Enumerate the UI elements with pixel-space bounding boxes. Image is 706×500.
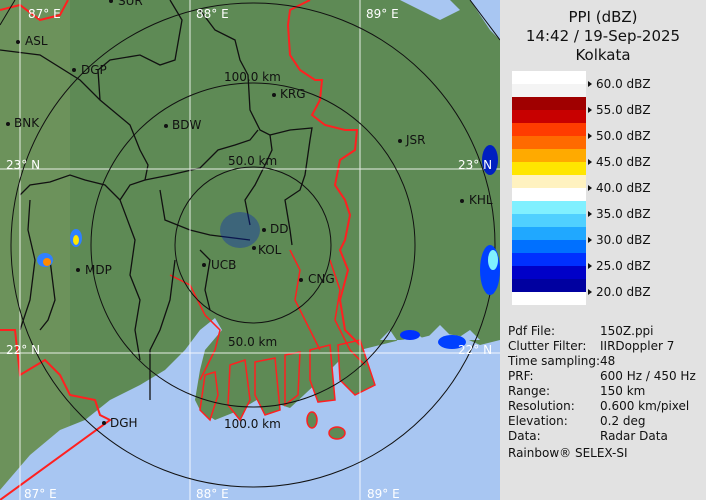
legend-swatch (512, 240, 586, 253)
legend-swatch (512, 149, 586, 162)
legend-swatch (512, 188, 586, 201)
ring-label: 100.0 km (224, 70, 281, 84)
info-value: IIRDoppler 7 (600, 339, 675, 353)
city-label: SUR (118, 0, 143, 8)
info-row: Clutter Filter: IIRDoppler 7 (508, 339, 674, 354)
legend-swatch (512, 266, 586, 279)
info-key: PRF: (508, 369, 534, 383)
legend-swatch (512, 110, 586, 123)
info-row: PRF: 600 Hz / 450 Hz (508, 369, 696, 384)
legend-swatch (512, 214, 586, 227)
radar-echoes (37, 145, 500, 349)
city-label: BDW (172, 118, 201, 132)
info-row: Resolution: 0.600 km/pixel (508, 399, 689, 414)
legend-swatch (512, 292, 586, 305)
info-key: Pdf File: (508, 324, 556, 338)
legend-swatch (512, 227, 586, 240)
info-row: Elevation: 0.2 deg (508, 414, 646, 429)
city-label: BNK (14, 116, 40, 130)
info-value: 600 Hz / 450 Hz (600, 369, 696, 383)
city-label: KHL (469, 193, 493, 207)
ring-label: 100.0 km (224, 417, 281, 431)
legend-swatch (512, 253, 586, 266)
datetime: 14:42 / 19-Sep-2025 (525, 27, 681, 45)
legend-label: 60.0 dBZ (588, 77, 651, 92)
district-boundaries (0, 0, 313, 400)
legend-swatch (512, 162, 586, 175)
ring-label: 50.0 km (228, 154, 277, 168)
legend-label: 20.0 dBZ (588, 285, 651, 300)
info-value: 150Z.ppi (600, 324, 654, 338)
lon-label-top: 87° E (28, 7, 61, 21)
city-label: DD (270, 222, 288, 236)
legend-swatch (512, 97, 586, 110)
info-key: Data: (508, 429, 541, 443)
legend-label: 50.0 dBZ (588, 129, 651, 144)
legend-label: 25.0 dBZ (588, 259, 651, 274)
legend-swatch (512, 279, 586, 292)
info-key: Range: (508, 384, 551, 398)
city-label: UCB (211, 258, 236, 272)
lon-label-bottom: 89° E (367, 487, 400, 500)
legend-swatch (512, 201, 586, 214)
legend-label: 35.0 dBZ (588, 207, 651, 222)
lon-label-top: 88° E (196, 7, 229, 21)
info-key: Elevation: (508, 414, 568, 428)
lon-label-bottom: 88° E (196, 487, 229, 500)
range-rings (0, 0, 500, 488)
legend-label: 40.0 dBZ (588, 181, 651, 196)
lat-label-left: 23° N (6, 158, 40, 172)
lat-label-right: 23° N (458, 158, 492, 172)
credit: Rainbow® SELEX-SI (508, 446, 628, 460)
city-label: DGP (81, 63, 107, 77)
border-line (286, 0, 361, 346)
info-row: Pdf File: 150Z.ppi (508, 324, 654, 339)
lon-label-top: 89° E (366, 7, 399, 21)
info-key: Time sampling: (508, 354, 601, 368)
info-row: Data: Radar Data (508, 429, 668, 444)
city-label: ASL (25, 34, 48, 48)
city-label: KOL (258, 243, 282, 257)
info-panel: PPI (dBZ) 14:42 / 19-Sep-2025 Kolkata 60… (500, 0, 706, 500)
legend-swatch (512, 175, 586, 188)
city-label: MDP (85, 263, 112, 277)
city-label: CNG (308, 272, 335, 286)
legend-label: 55.0 dBZ (588, 103, 651, 118)
city-label: DGH (110, 416, 138, 430)
legend-label: 45.0 dBZ (588, 155, 651, 170)
info-row: Range: 150 km (508, 384, 645, 399)
station-name: Kolkata (575, 46, 631, 64)
lat-lon-grid (0, 0, 500, 500)
lon-label-bottom: 87° E (24, 487, 57, 500)
legend-label: 30.0 dBZ (588, 233, 651, 248)
legend-swatch (512, 71, 586, 84)
info-row: Time sampling:48 (508, 354, 615, 369)
lat-label-right: 22° N (458, 343, 492, 357)
info-value: 150 km (600, 384, 646, 398)
lat-label-left: 22° N (6, 343, 40, 357)
city-label: JSR (405, 133, 426, 147)
legend-swatch (512, 84, 586, 97)
info-key: Resolution: (508, 399, 575, 413)
info-value: 0.2 deg (600, 414, 646, 428)
product-title: PPI (dBZ) (568, 8, 638, 26)
radar-map: 87° E 88° E 89° E 87° E 88° E 89° E 23° … (0, 0, 500, 500)
ring-label: 50.0 km (228, 335, 277, 349)
info-key: Clutter Filter: (508, 339, 587, 353)
info-value: 0.600 km/pixel (600, 399, 690, 413)
info-value: 48 (600, 354, 616, 368)
city-markers (6, 0, 464, 425)
legend-swatch (512, 136, 586, 149)
info-value: Radar Data (600, 429, 668, 443)
city-label: KRG (280, 87, 306, 101)
legend-swatch (512, 123, 586, 136)
